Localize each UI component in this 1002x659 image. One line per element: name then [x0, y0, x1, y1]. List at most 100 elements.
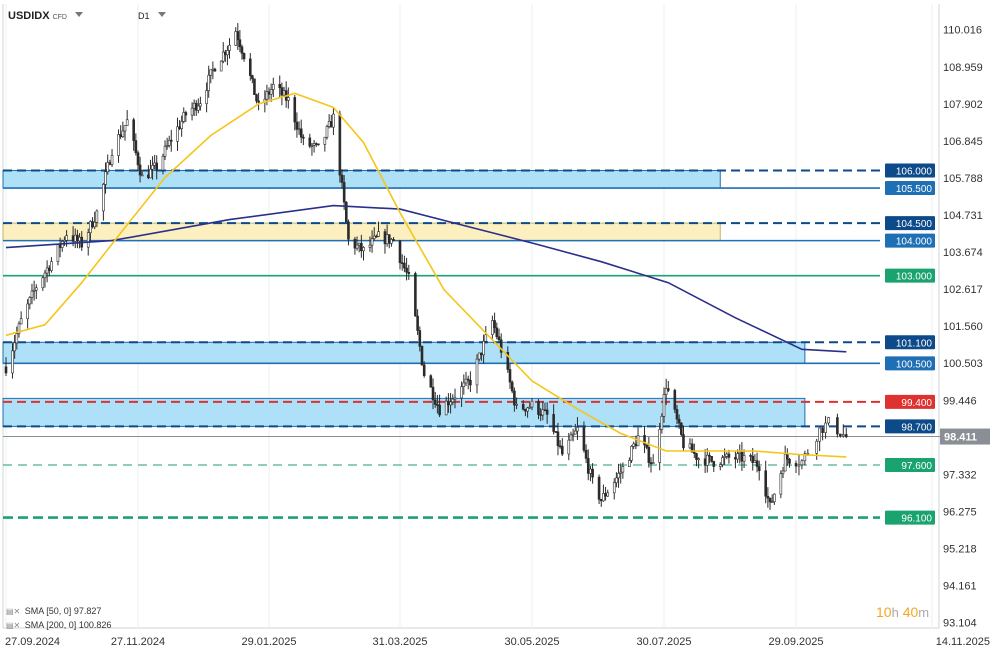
candle-up [357, 242, 361, 246]
candle-down [132, 119, 135, 141]
candle-down [178, 126, 181, 129]
candle-down [436, 404, 439, 406]
candle-up [576, 427, 579, 432]
candle-up [93, 221, 97, 228]
x-tick-label: 31.03.2025 [372, 636, 427, 648]
candle-up [779, 473, 783, 495]
candle-down [649, 462, 653, 465]
candle-up [13, 342, 16, 352]
candle-down [340, 174, 344, 183]
settings-icon[interactable]: ▤✕ [6, 607, 21, 616]
candle-up [207, 74, 210, 91]
candle-down [248, 58, 252, 76]
candle-down [543, 409, 547, 412]
current-price-label: 98.411 [944, 432, 977, 444]
candle-down [251, 75, 254, 80]
candle-down [184, 112, 188, 116]
candle-up [221, 51, 225, 62]
chevron-down-icon [74, 12, 83, 17]
candle-up [723, 456, 726, 458]
candle-down [71, 235, 75, 242]
candle-down [755, 460, 759, 467]
candle-down [302, 136, 305, 139]
candle-up [569, 434, 573, 441]
candle-down [238, 39, 242, 48]
candle-up [323, 136, 327, 145]
y-tick-label: 108.959 [943, 62, 983, 74]
symbol-selector[interactable]: USDIDX CFD [8, 10, 83, 22]
candle-down [119, 134, 122, 137]
candle-down [91, 221, 94, 228]
candle-up [161, 155, 165, 171]
candle-down [47, 267, 51, 271]
y-tick-label: 96.275 [943, 506, 977, 518]
candle-down [708, 454, 711, 457]
level-badge-label: 98.700 [901, 422, 932, 433]
candle-down [690, 443, 694, 453]
chevron-down-icon [157, 12, 166, 17]
candle-up [197, 105, 200, 111]
candle-up [842, 434, 845, 437]
candle-up [815, 440, 818, 454]
candle-down [634, 443, 638, 447]
candle-down [155, 162, 159, 171]
level-badge-label: 97.600 [901, 461, 932, 472]
y-tick-label: 99.446 [943, 395, 977, 407]
level-badge [885, 510, 935, 525]
candle-up [460, 386, 463, 399]
candle-down [768, 497, 772, 503]
candle-up [180, 121, 183, 129]
candle-down [788, 458, 791, 464]
candle-up [484, 334, 488, 342]
candle-down [360, 242, 363, 252]
candle-up [606, 492, 610, 497]
candle-down [764, 470, 768, 497]
level-badge-label: 104.000 [896, 237, 933, 248]
legend-sma50[interactable]: ▤✕ SMA [50, 0] 97.827 [6, 606, 101, 616]
candle-down [329, 121, 333, 128]
candle-up [541, 409, 545, 416]
y-tick-label: 95.218 [943, 543, 977, 555]
candle-down [757, 466, 761, 472]
x-tick-label: 27.09.2024 [5, 636, 60, 648]
candle-down [554, 431, 558, 433]
candle-down [76, 234, 79, 242]
candle-up [86, 232, 90, 248]
candle-down [403, 262, 406, 269]
candle-down [431, 386, 435, 401]
candle-up [818, 427, 821, 442]
candle-down [556, 431, 560, 447]
candle-down [497, 336, 501, 341]
candle-down [604, 493, 607, 497]
y-tick-label: 102.617 [943, 284, 983, 296]
candle-up [362, 247, 365, 252]
settings-icon[interactable]: ▤✕ [6, 621, 21, 630]
candle-up [462, 382, 466, 387]
level-badge [885, 216, 935, 231]
candle-down [692, 451, 696, 454]
candle-down [308, 137, 312, 147]
candle-down [766, 495, 770, 499]
level-badge [885, 394, 935, 409]
candle-up [464, 378, 468, 384]
candle-down [493, 320, 496, 329]
candle-up [658, 429, 661, 463]
candle-down [727, 453, 731, 458]
candle-up [615, 477, 618, 484]
candle-up [355, 244, 359, 249]
candle-up [43, 272, 47, 279]
candle-up [567, 439, 571, 455]
candle-up [617, 472, 620, 479]
candle-down [539, 414, 542, 416]
candle-up [110, 155, 114, 165]
countdown-minutes: 40 [902, 604, 919, 620]
candle-up [453, 397, 457, 400]
candle-down [213, 68, 217, 72]
timeframe-selector[interactable]: D1 [138, 10, 166, 22]
y-tick-label: 107.902 [943, 99, 983, 111]
legend-sma200[interactable]: ▤✕ SMA [200, 0] 100.826 [6, 620, 111, 630]
candle-up [163, 145, 167, 157]
candle-down [317, 143, 320, 146]
candle-down [134, 140, 138, 153]
